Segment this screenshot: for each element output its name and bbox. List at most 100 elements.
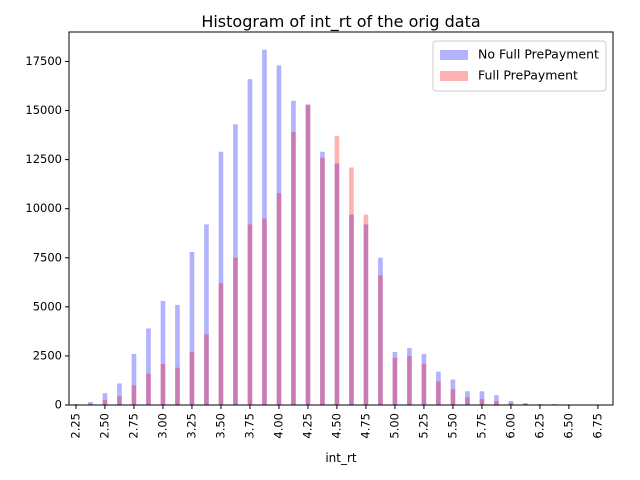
histogram-bar — [131, 385, 137, 405]
histogram-bar — [189, 251, 195, 405]
chart-title: Histogram of int_rt of the orig data — [201, 12, 480, 32]
histogram-bar — [102, 393, 108, 405]
x-tick-label: 5.25 — [416, 413, 430, 439]
x-axis-label: int_rt — [325, 451, 357, 465]
histogram-bar — [146, 328, 151, 405]
histogram-bar — [88, 402, 93, 405]
histogram-bar — [450, 379, 456, 405]
x-tick-label: 6.75 — [590, 413, 604, 439]
histogram-bar — [508, 401, 514, 405]
histogram-bar — [291, 100, 296, 406]
histogram-bar — [160, 300, 166, 405]
x-axis: 2.25 2.50 2.75 3.00 3.25 3.50 3.75 4.00 4.25 4.50… — [68, 405, 604, 439]
histogram-bar — [436, 371, 441, 405]
histogram-bar — [276, 65, 282, 405]
series-full-prepayment — [73, 104, 601, 406]
x-tick-label: 5.50 — [445, 413, 459, 439]
x-tick-label: 5.75 — [474, 413, 488, 439]
histogram-bar — [320, 151, 325, 405]
x-tick-label: 2.25 — [68, 413, 82, 439]
histogram-bar — [407, 355, 412, 405]
histogram-bar — [218, 283, 224, 405]
histogram-bar — [392, 357, 398, 405]
histogram-bar — [349, 167, 354, 405]
histogram-bar — [465, 397, 470, 405]
histogram-bar — [523, 403, 528, 405]
histogram-bar — [494, 401, 499, 405]
series-no-full-prepayment — [73, 49, 601, 406]
legend-entry-label: Full PrePayment — [478, 68, 578, 83]
legend: No Full PrePayment Full PrePayment — [432, 40, 607, 92]
x-tick-label: 2.75 — [126, 413, 140, 439]
histogram-bar — [117, 396, 122, 405]
x-tick-label: 4.25 — [300, 413, 314, 439]
x-tick-label: 6.25 — [532, 413, 546, 439]
histogram-bar — [392, 351, 398, 405]
histogram-bar — [189, 351, 195, 405]
histogram-bar — [204, 224, 209, 405]
histogram-bar — [88, 403, 93, 405]
y-tick-label: 10000 — [25, 201, 62, 215]
y-tick-label: 12500 — [25, 152, 62, 166]
histogram-bar — [450, 389, 456, 405]
y-tick-label: 15000 — [25, 103, 62, 117]
histogram-bar — [407, 348, 412, 405]
histogram-bar — [305, 104, 311, 405]
x-tick-label: 5.00 — [387, 413, 401, 439]
y-tick-label: 2500 — [33, 348, 62, 362]
legend-swatch — [440, 50, 468, 60]
histogram-bar — [421, 353, 427, 405]
x-tick-label: 3.00 — [155, 413, 169, 439]
legend-box — [432, 40, 607, 92]
x-tick-label: 3.75 — [242, 413, 256, 439]
histogram-bar — [233, 124, 238, 405]
x-tick-label: 6.00 — [503, 413, 517, 439]
histogram-bar — [436, 381, 441, 405]
histogram-bar — [102, 400, 108, 405]
x-tick-label: 2.50 — [97, 413, 111, 439]
histogram-bar — [247, 224, 253, 405]
histogram-bar — [320, 157, 325, 405]
x-tick-label: 4.00 — [271, 413, 285, 439]
histogram-bar — [334, 136, 340, 405]
histogram-bar — [131, 353, 137, 405]
histogram-bar — [508, 403, 514, 405]
histogram-bar — [262, 218, 267, 405]
histogram-bar — [363, 214, 369, 405]
legend-swatch — [440, 71, 468, 81]
histogram-bar — [494, 395, 499, 405]
histogram-bar — [421, 363, 427, 405]
axes-frame — [68, 31, 614, 406]
x-tick-label: 6.50 — [561, 413, 575, 439]
y-tick-label: 5000 — [33, 299, 62, 313]
y-tick-label: 17500 — [25, 54, 62, 68]
histogram-bar — [262, 49, 267, 405]
histogram-bar — [291, 132, 296, 406]
y-axis: 0 2500 5000 7500 10000 12500 15000 17500 — [25, 54, 69, 412]
histogram-bar — [204, 334, 209, 405]
legend-entry-label: No Full PrePayment — [478, 47, 599, 62]
histogram-bar — [363, 224, 369, 405]
x-tick-label: 4.75 — [358, 413, 372, 439]
histogram-bar — [276, 192, 282, 405]
histogram-bar — [378, 275, 383, 405]
histogram-bar — [479, 391, 485, 405]
histogram-bar — [175, 367, 180, 405]
histogram-bar — [349, 214, 354, 405]
y-tick-label: 7500 — [33, 250, 62, 264]
histogram-bar — [479, 399, 485, 405]
histogram-bar — [465, 391, 470, 405]
histogram-bar — [117, 383, 122, 405]
histogram-bar — [175, 304, 180, 405]
x-tick-label: 4.50 — [329, 413, 343, 439]
histogram-bar — [334, 163, 340, 405]
histogram-bar — [160, 363, 166, 405]
histogram-bar — [305, 104, 311, 405]
plot-area — [73, 49, 601, 406]
histogram-bar — [218, 151, 224, 405]
x-tick-label: 3.25 — [184, 413, 198, 439]
y-tick-label: 0 — [55, 398, 62, 412]
histogram-bar — [378, 257, 383, 405]
x-tick-label: 3.50 — [213, 413, 227, 439]
histogram-bar — [247, 79, 253, 406]
